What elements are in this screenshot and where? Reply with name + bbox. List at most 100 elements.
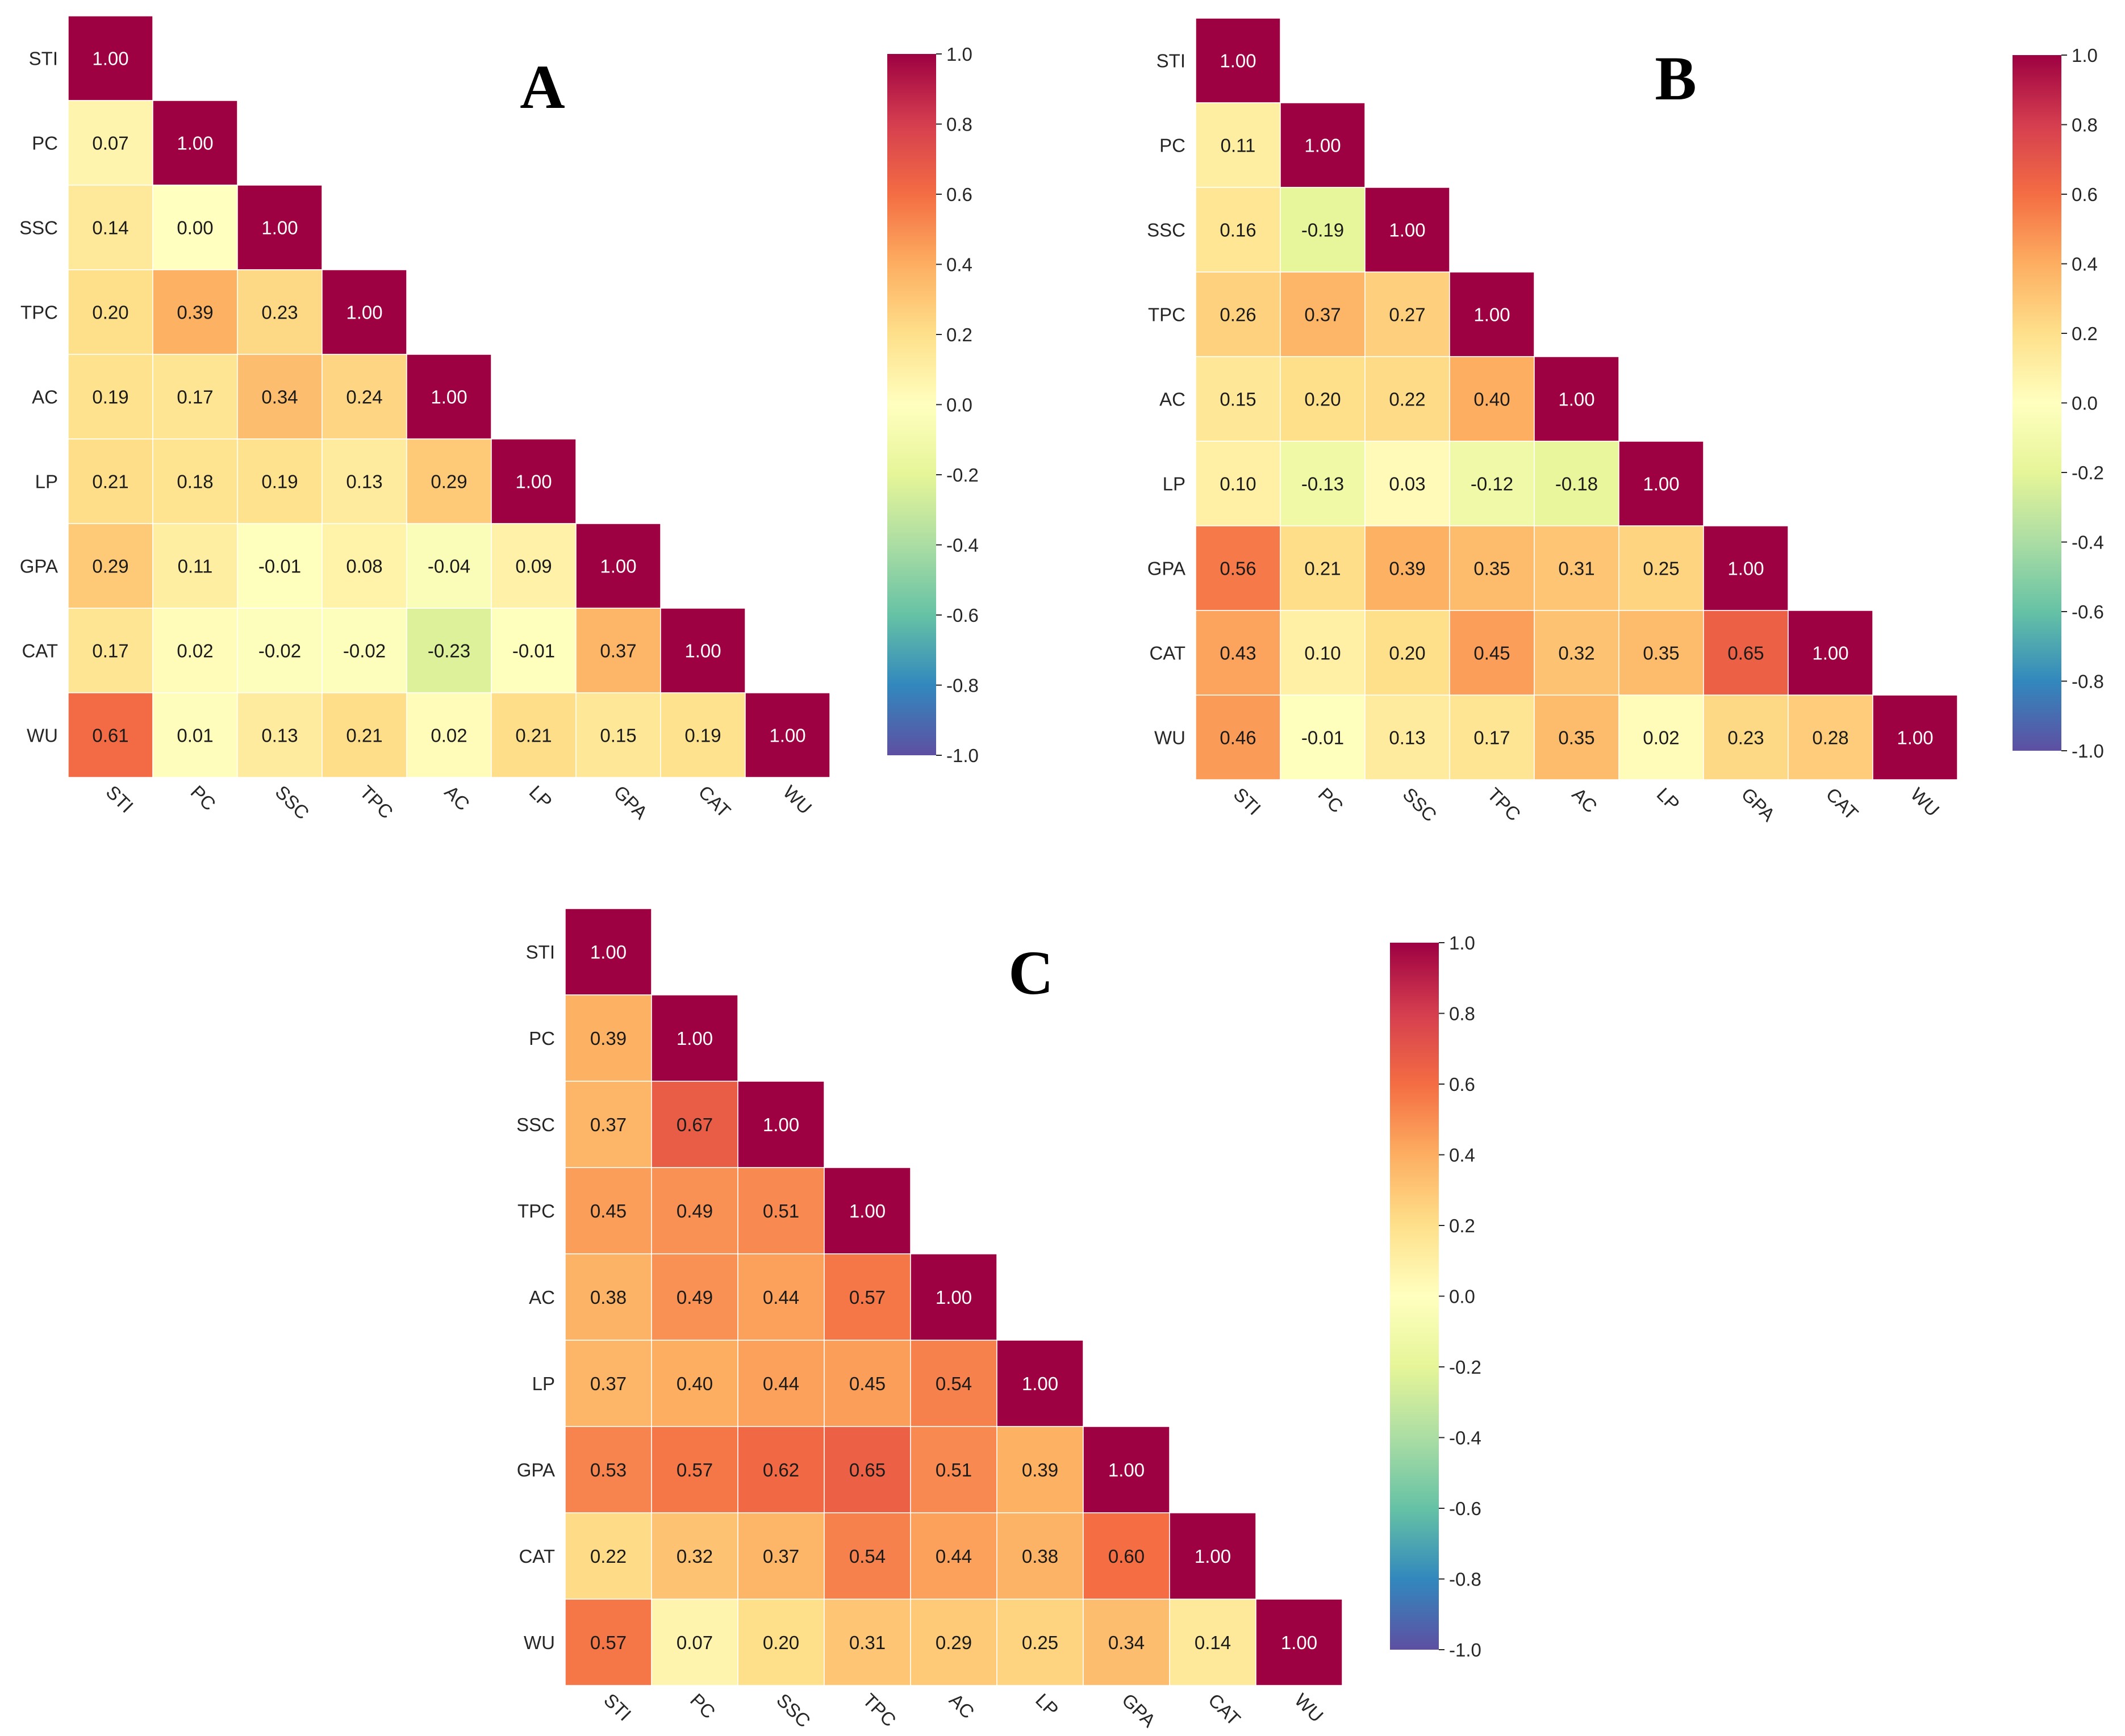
y-tick-label-gpa: GPA	[20, 556, 58, 577]
panel-letter-c: C	[1008, 938, 1053, 1007]
heatmap-cell-lp-pc	[651, 1340, 738, 1427]
cell-value-label: -0.04	[428, 556, 470, 577]
colorbar-tick-label: 0.6	[2072, 184, 2098, 205]
cell-value-label: 0.17	[1473, 727, 1510, 748]
colorbar-tick-label: 1.0	[2072, 45, 2098, 66]
x-tick-label-pc: PC	[686, 1689, 720, 1723]
heatmap-cell-lp-ssc	[237, 438, 323, 524]
cell-value-label: 0.14	[92, 217, 128, 239]
cell-value-label: 0.10	[1304, 643, 1341, 664]
cell-value-label: 0.45	[1473, 643, 1510, 664]
panel-letter-a: A	[520, 52, 565, 122]
heatmap-cell-cat-ssc	[1364, 610, 1450, 696]
heatmap-cell-ac-ssc	[237, 354, 323, 440]
cell-value-label: -0.01	[512, 641, 555, 662]
cell-value-label: 0.44	[936, 1546, 972, 1567]
cell-value-label: 0.20	[92, 302, 128, 323]
heatmap-cell-lp-sti	[1195, 441, 1281, 526]
y-tick-label-cat: CAT	[519, 1546, 555, 1567]
cell-value-label: 1.00	[1897, 727, 1933, 748]
heatmap-cell-wu-tpc	[824, 1599, 911, 1686]
cell-value-label: 1.00	[763, 1114, 799, 1135]
heatmap-cell-gpa-ac	[910, 1426, 997, 1513]
colorbar-tick-label: 0.2	[946, 324, 972, 345]
heatmap-cell-pc-sti	[565, 994, 652, 1082]
cell-value-label: 0.19	[92, 387, 128, 408]
heatmap-cell-pc-sti	[68, 100, 153, 186]
colorbar-tick-label: 0.2	[1449, 1215, 1475, 1236]
x-tick-label-cat: CAT	[1204, 1689, 1245, 1730]
cell-value-label: 0.25	[1643, 558, 1679, 579]
x-tick-label-sti: STI	[102, 781, 137, 817]
cell-value-label: 0.09	[515, 556, 552, 577]
cell-value-label: 1.00	[769, 725, 805, 746]
heatmap-cell-cat-pc	[1280, 610, 1366, 696]
heatmap-cell-wu-ssc	[1364, 695, 1450, 780]
heatmap-cell-gpa-sti	[68, 523, 153, 609]
heatmap-cell-wu-ssc	[237, 692, 323, 778]
heatmap-cell-sti-sti	[565, 908, 652, 995]
colorbar	[1390, 943, 1439, 1650]
y-tick-label-tpc: TPC	[517, 1200, 555, 1222]
colorbar-tick-label: -1.0	[1449, 1639, 1481, 1660]
cell-value-label: 1.00	[849, 1200, 886, 1222]
cell-value-label: 1.00	[1108, 1459, 1145, 1480]
x-tick-label-gpa: GPA	[1738, 784, 1780, 826]
colorbar-tick-label: 1.0	[1449, 932, 1475, 953]
y-tick-label-ac: AC	[32, 387, 58, 408]
colorbar-tick-label: -0.6	[2072, 601, 2104, 622]
heatmap-cell-gpa-pc	[651, 1426, 738, 1513]
x-tick-label-gpa: GPA	[610, 781, 652, 823]
heatmap-cell-gpa-ssc	[1364, 525, 1450, 611]
colorbar-tick-label: -1.0	[946, 745, 979, 766]
heatmap-cell-lp-sti	[565, 1340, 652, 1427]
cell-value-label: 0.67	[677, 1114, 713, 1135]
cell-value-label: 1.00	[1727, 558, 1764, 579]
cell-value-label: 1.00	[1022, 1373, 1058, 1394]
y-tick-label-cat: CAT	[1149, 643, 1185, 664]
heatmap-cell-ac-sti	[565, 1253, 652, 1341]
cell-value-label: 1.00	[261, 217, 298, 239]
heatmap-cell-wu-wu	[1255, 1599, 1343, 1686]
cell-value-label: -0.12	[1471, 474, 1513, 495]
y-tick-label-ac: AC	[1159, 389, 1185, 410]
heatmap-cell-lp-ssc	[1364, 441, 1450, 526]
cell-value-label: 0.03	[1389, 474, 1425, 495]
cell-value-label: 0.08	[346, 556, 382, 577]
heatmap-cell-pc-pc	[152, 100, 238, 186]
heatmap-cell-tpc-sti	[1195, 271, 1281, 357]
cell-value-label: 0.02	[177, 641, 213, 662]
cell-value-label: 0.21	[346, 725, 382, 746]
cell-value-label: 0.17	[92, 641, 128, 662]
y-tick-label-gpa: GPA	[517, 1459, 555, 1480]
cell-value-label: 0.11	[1221, 135, 1256, 156]
cell-value-label: 0.54	[849, 1546, 886, 1567]
heatmap-cell-cat-ssc	[237, 608, 323, 693]
cell-value-label: 1.00	[346, 302, 382, 323]
cell-value-label: -0.02	[343, 641, 386, 662]
cell-value-label: -0.19	[1301, 220, 1344, 241]
cell-value-label: 0.65	[849, 1459, 886, 1480]
x-tick-label-sti: STI	[1230, 784, 1265, 819]
cell-value-label: 0.13	[346, 471, 382, 492]
colorbar-tick-label: 0.8	[2072, 115, 2098, 136]
cell-value-label: 0.01	[177, 725, 213, 746]
x-tick-label-ac: AC	[441, 781, 474, 815]
cell-value-label: 1.00	[1558, 389, 1594, 410]
heatmap-cell-lp-lp	[491, 438, 577, 524]
heatmap-cell-gpa-sti	[565, 1426, 652, 1513]
x-tick-label-lp: LP	[525, 781, 557, 813]
x-tick-label-pc: PC	[1314, 784, 1348, 817]
heatmap-cell-cat-gpa	[1703, 610, 1789, 696]
colorbar	[2013, 55, 2061, 751]
heatmap-cell-cat-sti	[1195, 610, 1281, 696]
cell-value-label: 0.46	[1220, 727, 1256, 748]
x-tick-label-pc: PC	[187, 781, 220, 815]
heatmap-cell-ac-pc	[1280, 356, 1366, 442]
cell-value-label: 1.00	[177, 133, 213, 154]
cell-value-label: 0.39	[177, 302, 213, 323]
heatmap-cell-ac-tpc	[322, 354, 407, 440]
cell-value-label: 0.10	[1220, 474, 1256, 495]
heatmap-cell-gpa-sti	[1195, 525, 1281, 611]
y-tick-label-cat: CAT	[22, 641, 58, 662]
